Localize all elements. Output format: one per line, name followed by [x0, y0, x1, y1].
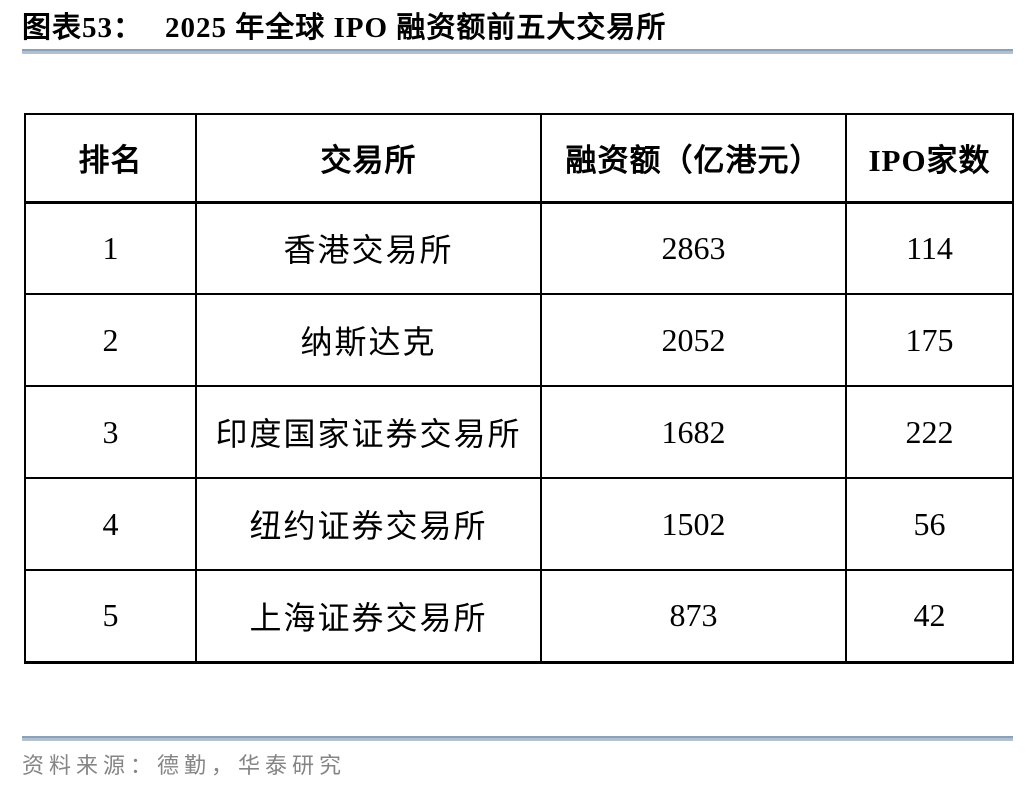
exchange-cell: 印度国家证券交易所: [195, 385, 542, 479]
exchange-cell: 上海证券交易所: [195, 569, 542, 663]
col-header-exchange: 交易所: [195, 113, 542, 204]
rank-cell: 5: [24, 569, 197, 663]
rank-cell: 3: [24, 385, 197, 479]
amount-cell: 2863: [540, 201, 847, 295]
source-note: 资料来源：德勤，华泰研究: [22, 753, 347, 778]
footer-divider-line: [22, 736, 1013, 741]
col-header-amount: 融资额（亿港元）: [540, 113, 847, 204]
ipo-count-cell: 222: [845, 385, 1014, 479]
ipo-count-cell: 175: [845, 293, 1014, 387]
ipo-count-cell: 42: [845, 569, 1014, 663]
figure-title: 图表53： 2025 年全球 IPO 融资额前五大交易所: [22, 8, 666, 48]
figure-number-label: 图表53：: [22, 12, 144, 44]
exchange-cell: 香港交易所: [195, 201, 542, 295]
amount-cell: 2052: [540, 293, 847, 387]
rank-cell: 4: [24, 477, 197, 571]
ipo-exchanges-table: 排名 交易所 融资额（亿港元） IPO家数 1 香港交易所 2863 114 2…: [24, 113, 1014, 664]
table-row: 3 印度国家证券交易所 1682 222: [24, 385, 1014, 479]
table-row: 2 纳斯达克 2052 175: [24, 293, 1014, 387]
ipo-count-cell: 114: [845, 201, 1014, 295]
table-row: 5 上海证券交易所 873 42: [24, 569, 1014, 663]
table-header: 排名 交易所 融资额（亿港元） IPO家数: [24, 113, 1014, 204]
table-row: 4 纽约证券交易所 1502 56: [24, 477, 1014, 571]
exchange-cell: 纳斯达克: [195, 293, 542, 387]
col-header-ipo-count: IPO家数: [845, 113, 1014, 204]
ipo-count-cell: 56: [845, 477, 1014, 571]
figure-title-text: 2025 年全球 IPO 融资额前五大交易所: [165, 12, 667, 44]
title-divider-line: [22, 49, 1013, 54]
amount-cell: 873: [540, 569, 847, 663]
exchange-cell: 纽约证券交易所: [195, 477, 542, 571]
table-row: 1 香港交易所 2863 114: [24, 201, 1014, 295]
rank-cell: 2: [24, 293, 197, 387]
table-header-row: 排名 交易所 融资额（亿港元） IPO家数: [24, 113, 1014, 204]
amount-cell: 1502: [540, 477, 847, 571]
rank-cell: 1: [24, 201, 197, 295]
table-body: 1 香港交易所 2863 114 2 纳斯达克 2052 175 3 印度国家证…: [24, 201, 1014, 663]
amount-cell: 1682: [540, 385, 847, 479]
col-header-rank: 排名: [24, 113, 197, 204]
